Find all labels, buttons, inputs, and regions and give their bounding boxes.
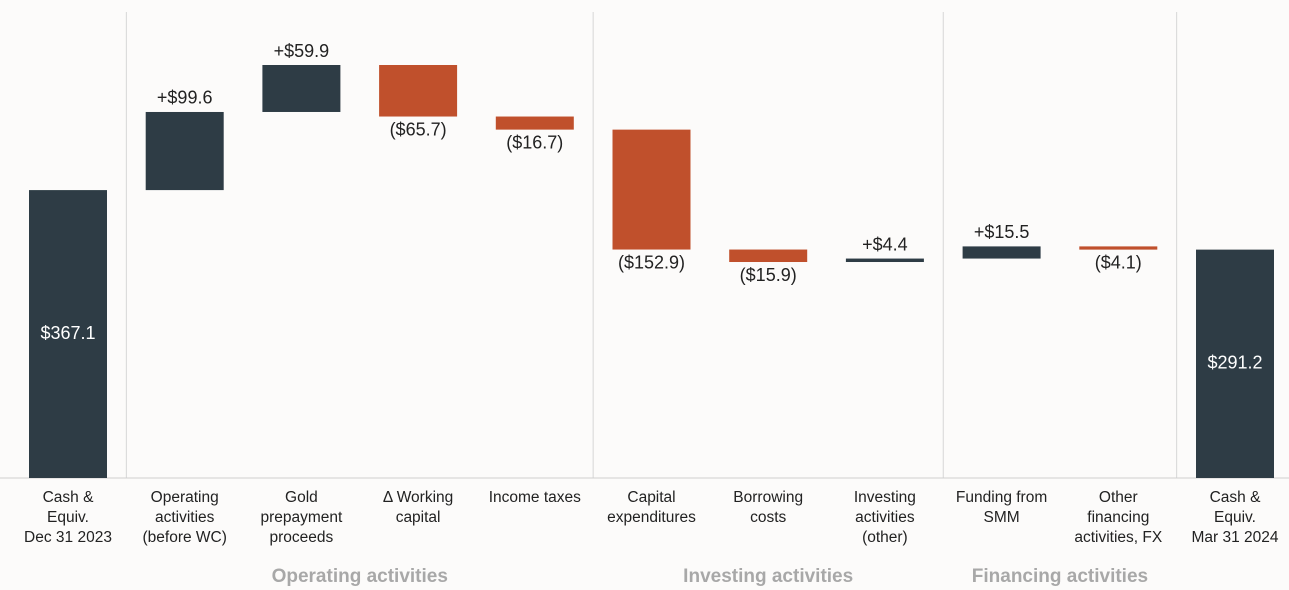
bar	[962, 246, 1041, 259]
value-label: +$59.9	[274, 41, 330, 61]
category-label: Cash & Equiv. Mar 31 2024	[1191, 489, 1279, 546]
value-label: $367.1	[40, 323, 95, 343]
value-label: +$99.6	[157, 88, 213, 108]
bar	[379, 65, 458, 117]
category-label: Gold prepayment proceeds	[260, 489, 343, 546]
value-label: ($65.7)	[390, 119, 447, 139]
category-label: Income taxes	[488, 489, 581, 506]
category-label: Borrowing costs	[733, 489, 804, 526]
value-label: $291.2	[1207, 353, 1262, 373]
bar	[29, 190, 107, 478]
bar	[1079, 246, 1158, 250]
bar	[262, 65, 341, 112]
value-label: ($16.7)	[506, 132, 563, 152]
category-label: Δ Working capital	[382, 489, 454, 526]
category-label: Operating activities (before WC)	[142, 489, 227, 546]
bar	[1196, 249, 1274, 478]
value-label: ($15.9)	[740, 265, 797, 285]
bar	[729, 249, 808, 263]
value-label: +$15.5	[974, 222, 1030, 242]
category-label: Other financing activities, FX	[1074, 489, 1163, 546]
group-label: Operating activities	[271, 566, 448, 587]
category-label: Funding from SMM	[955, 489, 1048, 526]
group-label: Financing activities	[971, 566, 1149, 587]
category-label: Cash & Equiv. Dec 31 2023	[24, 489, 112, 546]
value-label: ($4.1)	[1095, 252, 1142, 272]
bar	[612, 129, 691, 250]
category-label: Investing activities (other)	[853, 489, 916, 546]
bar	[145, 111, 224, 191]
group-label: Investing activities	[683, 566, 854, 587]
category-label: Capital expenditures	[607, 489, 696, 526]
value-label: ($152.9)	[618, 252, 685, 272]
value-label: +$4.4	[862, 234, 908, 254]
bar	[495, 116, 574, 130]
bar	[845, 258, 924, 263]
